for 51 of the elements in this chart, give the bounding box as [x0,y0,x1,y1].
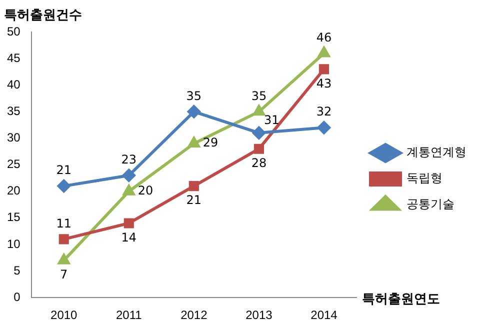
y-tick-label: 50 [6,24,21,38]
x-axis-title: 특허출원연도 [362,291,440,308]
point [187,105,200,118]
x-tick-label: 2012 [180,308,208,322]
point [188,181,199,192]
data-label: 35 [186,88,202,103]
y-tick-label: 0 [14,290,21,304]
y-tick-label: 40 [6,77,21,92]
point [123,184,135,196]
y-tick-label: 35 [6,104,21,118]
data-label: 23 [121,152,137,167]
data-label: 21 [56,163,72,178]
point [318,64,330,74]
data-label: 31 [264,113,280,128]
data-label: 46 [316,30,332,44]
y-tick-label: 30 [6,130,21,145]
y-tick-label: 5 [14,263,21,278]
point [58,254,70,264]
y-tick-label: 25 [6,157,21,172]
data-label: 29 [202,136,218,150]
y-tick-label: 15 [6,210,21,224]
y-tick-label: 10 [6,236,21,251]
data-label: 20 [138,183,154,198]
point [57,180,70,193]
data-label: 21 [186,193,202,208]
data-label: 11 [56,216,72,230]
point [253,105,265,116]
point [252,126,266,140]
legend-label: 공통기술 [406,197,454,212]
point [317,121,330,134]
point [122,168,136,182]
data-label: 43 [316,76,332,90]
point [124,218,134,228]
y-tick-label: 45 [6,50,21,65]
x-tick-label: 2010 [50,308,78,322]
data-label: 28 [251,156,267,170]
data-label: 32 [316,104,332,119]
point [318,46,330,58]
legend-label: 독립형 [406,171,442,186]
x-tick-label: 2013 [246,308,273,322]
data-label: 35 [251,88,267,103]
point [188,137,200,148]
point [254,144,264,154]
x-tick-label: 2011 [116,308,142,322]
x-tick-label: 2014 [310,308,338,322]
y-axis-title: 특허출원건수 [4,7,82,24]
data-label: 7 [60,268,68,282]
data-label: 14 [121,230,137,244]
legend-label: 계통연계형 [406,145,466,160]
point [58,234,69,244]
y-tick-label: 20 [6,184,21,198]
